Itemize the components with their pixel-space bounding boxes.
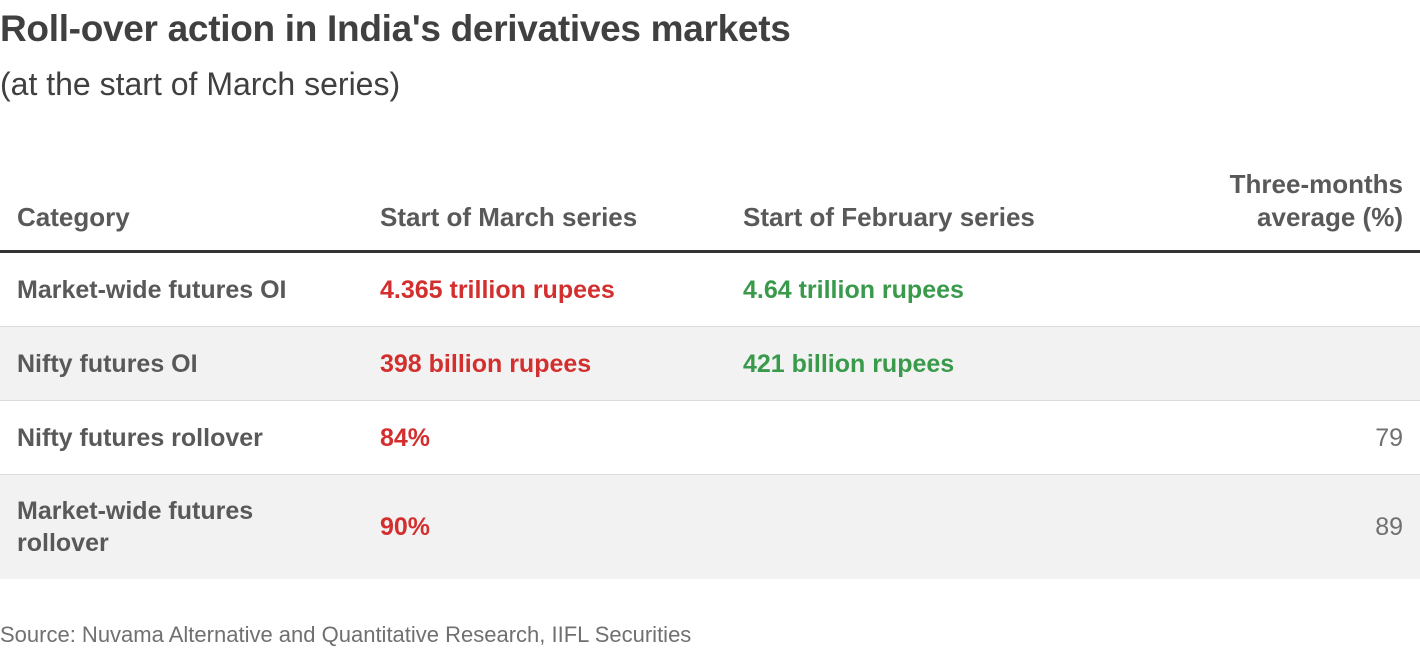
cell-category: Market-wide futures rollover [17, 497, 254, 557]
table-row: Nifty futures rollover 84% 79 [0, 401, 1420, 475]
cell-average: 79 [1375, 423, 1403, 452]
chart-subtitle: (at the start of March series) [0, 66, 401, 102]
header-february: Start of February series [743, 202, 1035, 232]
cell-february [743, 401, 1123, 474]
table-row: Market-wide futures OI 4.365 trillion ru… [0, 253, 1420, 327]
cell-average: 89 [1375, 513, 1403, 541]
source-note: Source: Nuvama Alternative and Quantitat… [0, 622, 692, 647]
data-table: Category Start of March series Start of … [0, 160, 1420, 579]
cell-category: Nifty futures OI [17, 349, 198, 378]
cell-february: 421 billion rupees [743, 349, 955, 378]
cell-february [743, 475, 1123, 579]
cell-category: Market-wide futures OI [17, 275, 287, 304]
cell-march: 4.365 trillion rupees [380, 275, 615, 304]
table-header: Category Start of March series Start of … [0, 160, 1420, 253]
header-category: Category [17, 202, 130, 232]
cell-average [1163, 327, 1403, 400]
cell-march: 90% [380, 513, 431, 541]
cell-february: 4.64 trillion rupees [743, 275, 964, 304]
cell-average [1163, 253, 1403, 326]
header-three-month-average: Three-months average (%) [1229, 169, 1403, 232]
cell-category: Nifty futures rollover [17, 423, 263, 452]
chart-title: Roll-over action in India's derivatives … [0, 8, 791, 49]
cell-march: 84% [380, 423, 431, 452]
table-row: Market-wide futures rollover 90% 89 [0, 475, 1420, 579]
cell-march: 398 billion rupees [380, 349, 592, 378]
table-row: Nifty futures OI 398 billion rupees 421 … [0, 327, 1420, 401]
header-march: Start of March series [380, 202, 638, 232]
